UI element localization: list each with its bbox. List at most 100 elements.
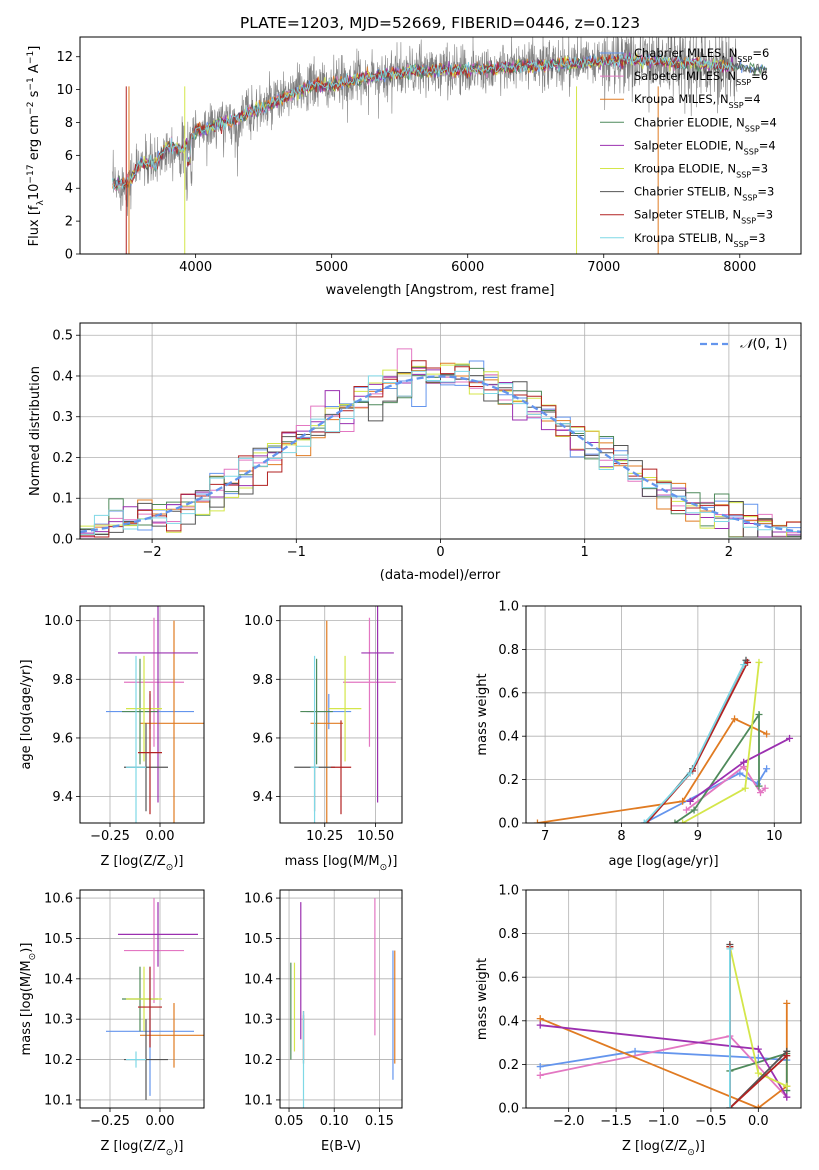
data-marker: [755, 711, 763, 718]
panel-age-vs-mass: 10.25 10.50 9.4 9.6 9.8 10.0 mass [log(M/M⊙)]: [244, 605, 403, 873]
data-marker: [726, 1104, 734, 1108]
x-tick-label: 1: [581, 545, 589, 560]
data-marker: [536, 1015, 544, 1023]
y-tick-label: 9.8: [52, 673, 73, 688]
x-tick-label: 7: [541, 829, 549, 844]
data-marker: [736, 769, 744, 777]
x-axis-label: mass [log(M/M⊙)]: [285, 854, 398, 873]
legend-entry-2: Salpeter MILES, NSSP=6: [634, 69, 768, 87]
y-tick-label: 10.4: [244, 972, 273, 987]
plot-area-weight-vs-age: [533, 656, 794, 823]
x-axis-label: Z [log(Z/Z⊙)]: [101, 1139, 184, 1158]
data-marker: [740, 661, 748, 669]
x-tick-label: 0.05: [275, 1114, 304, 1129]
y-tick-label: 0: [65, 248, 73, 263]
legend-entry-8: Salpeter STELIB, NSSP=3: [634, 208, 773, 226]
data-marker: [640, 819, 648, 823]
weight-line-2: [685, 765, 766, 811]
panel-spectrum: 4000 5000 6000 7000 8000 0 2 4 6 8 10 12 PLATE=1203,…: [26, 14, 802, 298]
x-tick-label: −0.25: [90, 1114, 130, 1129]
data-marker: [754, 1069, 762, 1077]
y-tick-label: 8: [65, 116, 73, 131]
weight-line-1: [643, 768, 768, 823]
data-marker: [763, 730, 771, 738]
grid-age-vs-mass: [280, 606, 402, 823]
plot-area-age-vs-Z: [106, 606, 204, 823]
data-marker: [761, 784, 769, 792]
plot-area-residuals: [80, 348, 801, 538]
axes-frame: [279, 605, 403, 824]
panel-weight-vs-age: 7 8 9 10 0.0 0.2 0.4 0.6 0.8 1.0 age [log(age/yr)]…: [475, 600, 802, 869]
y-tick-label: 1.0: [498, 884, 519, 899]
spectrum-data-line: [112, 37, 738, 216]
plot-area-spectrum: [112, 37, 768, 254]
grid-age-vs-Z: [80, 606, 204, 823]
y-tick-label: 1.0: [498, 600, 519, 615]
legend-entry: 𝒩(0, 1): [740, 337, 787, 352]
x-tick-label: 10: [766, 829, 783, 844]
legend-entry-1: Chabrier MILES, NSSP=6: [634, 46, 769, 64]
y-tick-label: 0.4: [52, 369, 73, 384]
y-tick-label: 0.6: [498, 686, 519, 701]
data-marker: [686, 797, 694, 805]
panel-age-vs-Z: −0.25 0.00 9.4 9.6 9.8 10.0 Z [log(Z/Z⊙)] age […: [19, 605, 205, 873]
panel-mass-vs-Z: −0.25 0.00 10.1 10.2 10.3 10.4 10.5 10.6 Z [log(…: [19, 889, 205, 1158]
weight-line-3: [539, 1003, 788, 1108]
y-tick-label: 0.1: [52, 492, 73, 507]
y-tick-label: 0.0: [498, 1102, 519, 1117]
axes-frame: [525, 889, 802, 1109]
panel-mass-vs-ebv: 0.05 0.10 0.15 10.1 10.2 10.3 10.4 10.5 10.6 E(B-…: [244, 889, 403, 1154]
plot-area-mass-vs-Z: [106, 898, 204, 1100]
y-tick-label: 0.4: [498, 1014, 519, 1029]
data-marker: [690, 806, 698, 814]
data-marker: [755, 782, 763, 790]
x-tick-label: −2: [143, 545, 162, 560]
legend-entry-7: Chabrier STELIB, NSSP=3: [634, 185, 774, 203]
x-tick-label: 0.0: [748, 1114, 769, 1129]
y-tick-label: 0.0: [498, 817, 519, 832]
legend: Chabrier MILES, NSSP=6 Salpeter MILES, NS…: [600, 46, 777, 248]
weight-line-1: [540, 1050, 787, 1068]
data-marker: [679, 819, 687, 823]
y-tick-label: 0.8: [498, 643, 519, 658]
x-tick-label: 8: [617, 829, 625, 844]
data-marker: [726, 945, 734, 953]
data-marker: [671, 819, 679, 823]
y-tick-label: 10.0: [44, 614, 73, 629]
y-axis-label: mass [log(M/M⊙)]: [19, 943, 38, 1056]
axes-frame: [79, 889, 205, 1109]
y-tick-label: 4: [65, 182, 73, 197]
y-tick-label: 10.5: [244, 932, 273, 947]
y-tick-label: 10.0: [244, 614, 273, 629]
page-title: PLATE=1203, MJD=52669, FIBERID=0446, z=0…: [240, 14, 640, 32]
y-axis-label: Normed distribution: [28, 366, 43, 496]
y-tick-label: 0.2: [498, 773, 519, 788]
legend-entry-4: Chabrier ELODIE, NSSP=4: [634, 115, 777, 133]
y-tick-label: 9.4: [252, 790, 273, 805]
model-line-9: [112, 53, 734, 191]
y-tick-label: 0.2: [498, 1058, 519, 1073]
histogram-9: [80, 370, 801, 538]
y-axis-label: age [log(age/yr)]: [19, 659, 34, 769]
x-tick-label: 4000: [179, 260, 212, 275]
x-tick-label: 0.10: [320, 1114, 349, 1129]
panel-weight-vs-Z: −2.0 −1.5 −1.0 −0.5 0.0 0.0 0.2 0.4 0.6 0.8 1.0 Z […: [475, 884, 802, 1158]
data-marker: [783, 999, 791, 1007]
data-marker: [754, 1054, 762, 1062]
x-tick-label: 10.50: [357, 829, 394, 844]
x-tick-label: 9: [694, 829, 702, 844]
data-marker: [744, 658, 752, 666]
data-marker: [783, 1093, 791, 1101]
plot-area-weight-vs-Z: [536, 941, 791, 1108]
axes-frame: [525, 605, 802, 824]
legend-entry-9: Kroupa STELIB, NSSP=3: [634, 231, 766, 249]
y-tick-label: 0.5: [52, 329, 73, 344]
x-tick-label: −1: [287, 545, 306, 560]
y-tick-label: 10.6: [244, 892, 273, 907]
y-tick-label: 10.3: [244, 1013, 273, 1028]
data-marker: [741, 784, 749, 792]
y-tick-label: 10.6: [44, 892, 73, 907]
y-axis-label: mass weight: [475, 673, 490, 755]
data-marker: [783, 1052, 791, 1060]
data-marker: [536, 1071, 544, 1079]
